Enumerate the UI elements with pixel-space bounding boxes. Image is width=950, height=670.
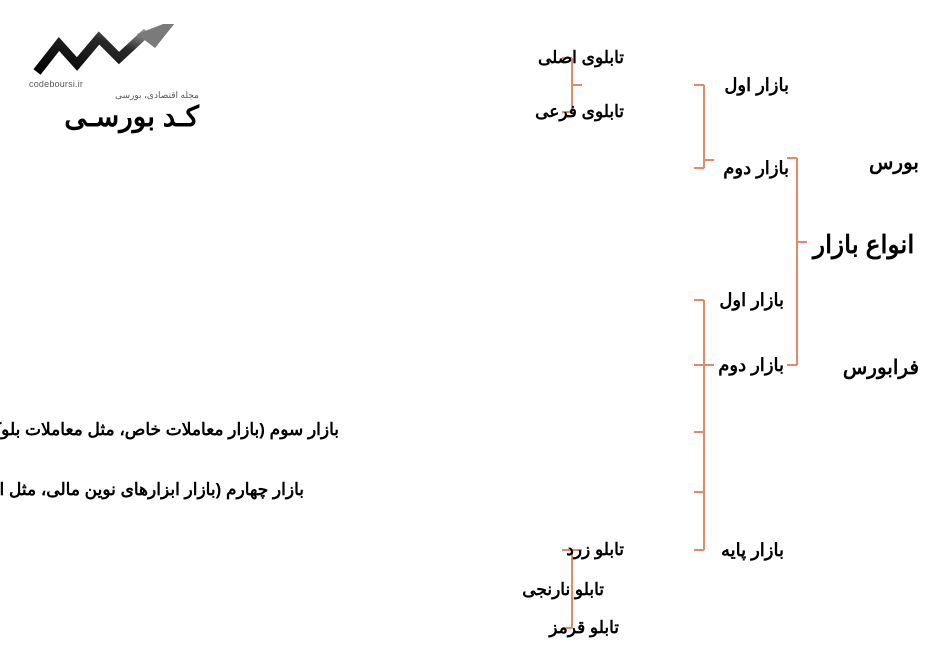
tree-root: انواع بازار <box>814 230 915 260</box>
diagram-canvas: codeboursi.ir مجله اقتصادی، بورسی کـد بو… <box>0 0 950 670</box>
brand-logo: codeboursi.ir مجله اقتصادی، بورسی کـد بو… <box>30 24 200 131</box>
logo-url: codeboursi.ir <box>30 79 200 89</box>
logo-tagline: مجله اقتصادی، بورسی <box>30 90 200 101</box>
tree-fara-child-1: بازار دوم <box>585 355 785 376</box>
tree-fara-child-2: بازار سوم (بازار معاملات خاص، مثل معاملا… <box>140 420 340 440</box>
tree-fara-child-4-sub-1: تابلو نارنجی <box>405 580 605 600</box>
arrow-up-icon <box>30 24 190 79</box>
tree-bourse-child-0: بازار اول <box>590 75 790 96</box>
tree-bourse-child-0-sub-0: تابلوی اصلی <box>425 48 625 68</box>
tree-bourse-child-1: بازار دوم <box>590 158 790 179</box>
tree-fara-child-3: بازار چهارم (بازار ابزارهای نوین مالی، م… <box>105 480 305 500</box>
tree-bourse-child-0-sub-1: تابلوی فرعی <box>425 102 625 122</box>
logo-brand: کـد بورسـی <box>30 103 200 131</box>
tree-fara-child-0: بازار اول <box>585 290 785 311</box>
tree-fara-child-4-sub-0: تابلو زرد <box>425 540 625 560</box>
tree-fara-child-4-sub-2: تابلو قرمز <box>420 618 620 638</box>
